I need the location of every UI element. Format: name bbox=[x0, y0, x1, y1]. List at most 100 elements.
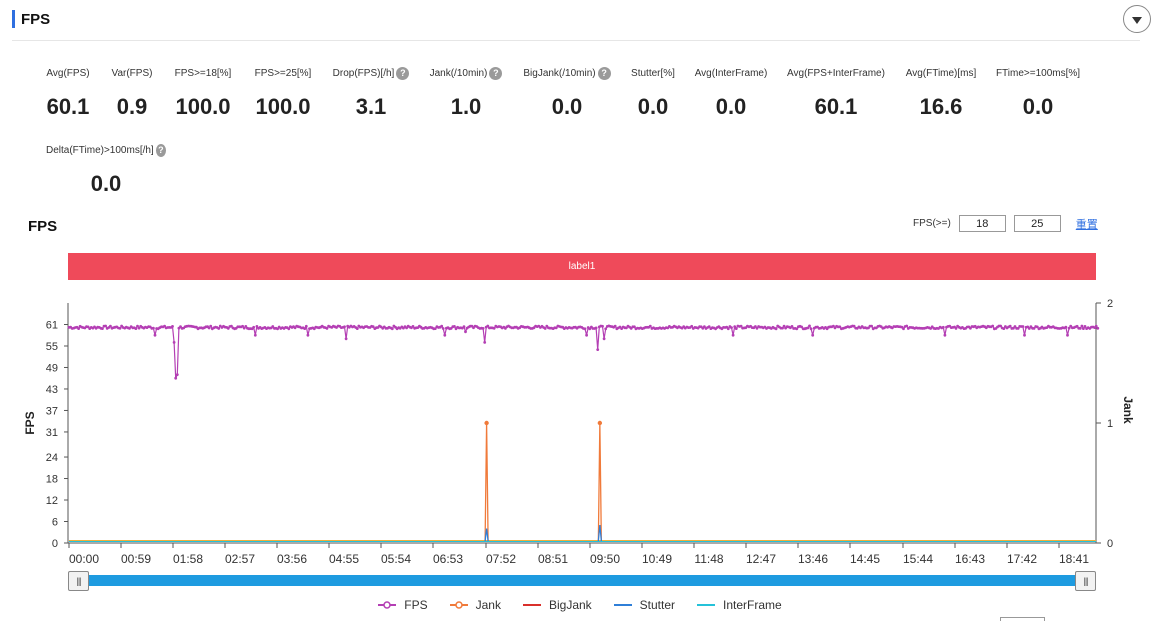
metric-label: Avg(FPS) bbox=[46, 67, 90, 79]
threshold-high-input[interactable] bbox=[1013, 215, 1061, 232]
x-tick-label: 00:59 bbox=[121, 552, 151, 566]
fps-point bbox=[287, 327, 291, 331]
metric-label: BigJank(/10min) bbox=[523, 67, 596, 79]
y-left-tick-label: 0 bbox=[52, 538, 58, 550]
threshold-low-input[interactable] bbox=[958, 215, 1006, 232]
fps-point bbox=[1021, 325, 1025, 328]
fps-point bbox=[1027, 327, 1031, 330]
legend-marker-icon bbox=[522, 604, 541, 606]
metric-value: 0.0 bbox=[1022, 94, 1054, 119]
metric-card: Delta(FTime)>100ms[/h]? 0.0 bbox=[46, 143, 166, 197]
legend-label: FPS bbox=[404, 598, 428, 612]
metric-label: Var(FPS) bbox=[111, 67, 153, 79]
metric-value: 60.1 bbox=[46, 94, 90, 119]
legend-item-stutter[interactable]: Stutter bbox=[613, 598, 675, 612]
fps-point bbox=[306, 333, 310, 337]
legend-item-interframe[interactable]: InterFrame bbox=[697, 598, 782, 612]
fps-point bbox=[633, 325, 636, 329]
collapse-button[interactable] bbox=[1123, 5, 1151, 33]
fps-point bbox=[253, 333, 257, 337]
jank-spike bbox=[597, 422, 602, 542]
metric-card: FTime>=100ms[%] 0.0 bbox=[978, 66, 1098, 120]
fps-point bbox=[596, 348, 600, 351]
y-left-tick-label: 31 bbox=[46, 427, 58, 439]
x-tick-label: 16:43 bbox=[955, 552, 985, 566]
fps-point bbox=[1016, 327, 1020, 330]
metric-value: 3.1 bbox=[355, 94, 387, 119]
fps-point bbox=[244, 325, 248, 328]
metric-card: Drop(FPS)[/h]? 3.1 bbox=[311, 66, 431, 120]
help-icon[interactable]: ? bbox=[155, 143, 166, 157]
fps-point bbox=[271, 325, 275, 328]
fps-point bbox=[999, 324, 1002, 328]
metric-card: FPS>=18[%] 100.0 bbox=[143, 66, 263, 120]
threshold-label: FPS(>=) bbox=[913, 218, 951, 229]
handle-grip-icon: ||| bbox=[1083, 576, 1088, 586]
fps-point bbox=[604, 327, 608, 331]
legend-item-fps[interactable]: FPS bbox=[378, 598, 428, 612]
fps-point bbox=[462, 325, 466, 329]
header-divider bbox=[12, 40, 1140, 41]
metric-card: Stutter[%] 0.0 bbox=[593, 66, 713, 120]
fps-point bbox=[602, 337, 606, 341]
help-icon[interactable]: ? bbox=[597, 66, 611, 80]
fps-point bbox=[276, 327, 279, 331]
fps-point bbox=[594, 326, 598, 330]
fps-point bbox=[77, 327, 80, 330]
metric-card: Jank(/10min)? 1.0 bbox=[406, 66, 526, 120]
fps-point bbox=[954, 327, 958, 330]
metric-label: Stutter[%] bbox=[631, 67, 675, 79]
fps-point bbox=[941, 325, 945, 329]
legend-marker-icon bbox=[378, 601, 397, 609]
fps-point bbox=[1082, 327, 1085, 330]
fps-point bbox=[730, 326, 733, 329]
zoom-slider-left-handle[interactable]: ||| bbox=[68, 571, 89, 591]
metric-card: BigJank(/10min)? 0.0 bbox=[507, 66, 627, 120]
stutter-spike bbox=[484, 528, 489, 542]
fps-point bbox=[1035, 325, 1039, 329]
label-band[interactable]: label1 bbox=[68, 253, 1096, 280]
fps-point bbox=[441, 327, 445, 330]
zoom-slider-track[interactable] bbox=[78, 575, 1086, 586]
metric-value: 60.1 bbox=[814, 94, 858, 119]
x-tick-label: 13:46 bbox=[798, 552, 828, 566]
fps-point bbox=[303, 327, 307, 330]
metric-value: 0.0 bbox=[90, 171, 122, 196]
fps-point bbox=[217, 327, 221, 330]
metric-label: FPS>=25[%] bbox=[254, 67, 312, 79]
fps-point bbox=[625, 326, 628, 330]
help-icon[interactable]: ? bbox=[396, 66, 410, 80]
legend-item-bigjank[interactable]: BigJank bbox=[522, 598, 592, 612]
legend-label: InterFrame bbox=[723, 598, 782, 612]
x-tick-label: 07:52 bbox=[486, 552, 516, 566]
fps-point bbox=[390, 327, 394, 331]
fps-point bbox=[175, 373, 179, 376]
fps-point bbox=[343, 325, 346, 329]
fps-point bbox=[782, 324, 786, 328]
metric-label: Avg(InterFrame) bbox=[694, 67, 768, 79]
metric-label: Avg(FTime)[ms] bbox=[905, 67, 977, 79]
fps-point bbox=[1078, 327, 1082, 330]
zoom-slider-right-handle[interactable]: ||| bbox=[1075, 571, 1096, 591]
fps-point bbox=[601, 324, 604, 328]
threshold-controls: FPS(>=) 重置 bbox=[913, 215, 1098, 232]
fps-point bbox=[109, 324, 112, 328]
fps-point bbox=[325, 327, 329, 330]
fps-point bbox=[811, 333, 815, 337]
metric-card: Avg(FPS) 60.1 bbox=[8, 66, 128, 120]
reset-link[interactable]: 重置 bbox=[1075, 218, 1098, 231]
help-icon[interactable]: ? bbox=[489, 66, 503, 80]
metric-value: 16.6 bbox=[919, 94, 963, 119]
legend-marker-icon bbox=[613, 604, 632, 606]
legend-item-jank[interactable]: Jank bbox=[449, 598, 501, 612]
fps-point bbox=[554, 326, 558, 330]
fps-point bbox=[304, 324, 308, 328]
zoom-slider[interactable]: ||| ||| bbox=[68, 571, 1096, 591]
fps-point bbox=[443, 333, 447, 337]
fps-point bbox=[1032, 327, 1036, 330]
fps-point bbox=[371, 325, 375, 329]
chart-title: FPS bbox=[28, 218, 58, 235]
fps-point bbox=[1094, 324, 1098, 328]
fps-point bbox=[128, 327, 131, 330]
